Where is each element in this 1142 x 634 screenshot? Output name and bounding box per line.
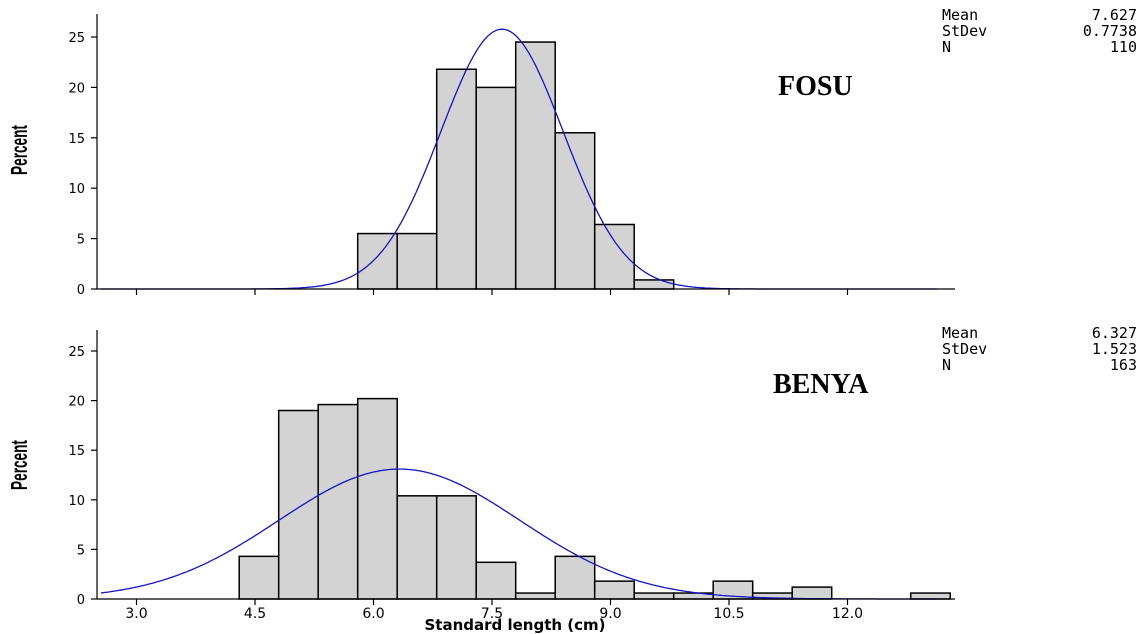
benya-bar-0: [238, 555, 280, 600]
benya-normal-fit-curve: [100, 468, 937, 600]
fosu-bar-5: [554, 132, 596, 290]
benya-xtick-label-4: 9.0: [599, 606, 621, 622]
fosu-stat-value-mean: 7.627: [1092, 6, 1137, 24]
fosu-ytick-label-20: 20: [68, 81, 85, 96]
fosu-bar-7: [633, 279, 675, 290]
fosu-histogram-panel: 0 5 10 15 20 25 Percent FOSU Mean 7.627 StDev 0.773…: [6, 6, 1137, 298]
benya-xtick-label-0: 3.0: [125, 606, 147, 622]
benya-xtick-label-2: 6.0: [362, 606, 384, 622]
fosu-ytick-label-10: 10: [68, 182, 85, 197]
fosu-bar-1: [396, 232, 438, 290]
benya-xtick-label-5: 10.5: [713, 606, 744, 622]
benya-bar-3: [356, 397, 398, 600]
benya-ytick-label-20: 20: [68, 395, 85, 410]
benya-ytick-label-15: 15: [68, 444, 85, 459]
benya-bar-10: [633, 592, 675, 600]
benya-x-axis-label: Standard length (cm): [424, 616, 605, 634]
fosu-panel-title: FOSU: [778, 71, 853, 102]
fosu-stat-value-stdev: 0.7738: [1083, 22, 1137, 40]
fosu-ytick-label-0: 0: [77, 283, 85, 298]
fosu-ytick-label-5: 5: [77, 233, 85, 248]
fosu-stat-label-mean: Mean: [942, 6, 978, 24]
fosu-bar-3: [475, 86, 517, 290]
fosu-stat-label-stdev: StDev: [942, 22, 987, 40]
benya-bar-2: [317, 403, 359, 600]
benya-ytick-label-5: 5: [77, 543, 85, 558]
benya-bar-6: [475, 561, 517, 600]
fosu-bar-0: [356, 232, 398, 290]
benya-stat-value-mean: 6.327: [1092, 324, 1137, 342]
benya-ytick-label-10: 10: [68, 494, 85, 509]
fosu-ytick-label-15: 15: [68, 132, 85, 147]
benya-stat-label-mean: Mean: [942, 324, 978, 342]
fosu-bar-2: [435, 68, 477, 290]
benya-bar-5: [435, 495, 477, 600]
fosu-stat-value-n: 110: [1110, 38, 1137, 56]
benya-bar-1: [277, 409, 319, 600]
benya-stat-value-n: 163: [1110, 356, 1137, 374]
benya-histogram-panel: 0 5 10 15 20 25 3.0 4.5 6.0 7.5 9.0 10.5 12.0 Percent…: [6, 324, 1137, 634]
fosu-ytick-label-25: 25: [68, 31, 85, 46]
benya-bar-14: [791, 586, 833, 600]
benya-stat-label-stdev: StDev: [942, 340, 987, 358]
benya-xtick-label-3: 7.5: [481, 606, 503, 622]
benya-stat-label-n: N: [942, 356, 951, 374]
fosu-y-axis-label: Percent: [6, 125, 32, 175]
benya-stat-value-stdev: 1.523: [1092, 340, 1137, 358]
fosu-bar-6: [593, 223, 635, 290]
benya-y-axis-label: Percent: [6, 440, 32, 490]
benya-bar-15: [909, 592, 951, 600]
benya-xtick-label-1: 4.5: [244, 606, 266, 622]
benya-ytick-label-0: 0: [77, 593, 85, 608]
benya-bar-4: [396, 495, 438, 600]
benya-ytick-label-25: 25: [68, 345, 85, 360]
benya-xtick-label-6: 12.0: [832, 606, 863, 622]
fosu-bar-4: [514, 41, 556, 290]
benya-panel-title: BENYA: [773, 369, 869, 400]
fosu-stat-label-n: N: [942, 38, 951, 56]
benya-bar-9: [593, 580, 635, 600]
benya-bar-7: [514, 592, 556, 600]
benya-bar-8: [554, 555, 596, 600]
